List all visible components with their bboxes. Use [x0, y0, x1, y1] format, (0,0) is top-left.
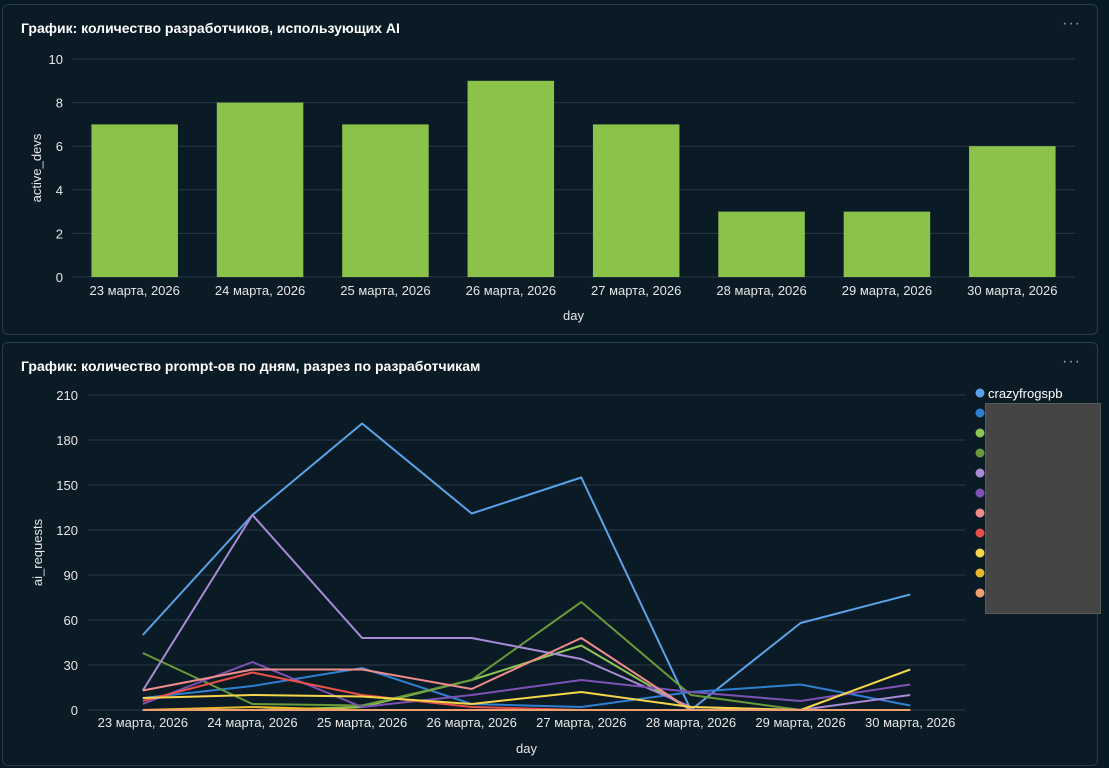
y-tick-label: 210: [56, 388, 78, 403]
x-tick-label: 30 марта, 2026: [865, 715, 955, 730]
x-tick-label: 28 марта, 2026: [716, 283, 806, 298]
y-axis-label: active_devs: [29, 133, 44, 202]
y-tick-label: 120: [56, 523, 78, 538]
x-axis-label: day: [563, 308, 584, 323]
x-tick-label: 29 марта, 2026: [842, 283, 932, 298]
bar-3: [467, 80, 555, 277]
bar-6: [843, 211, 931, 277]
legend-marker-0: [975, 388, 985, 398]
y-tick-label: 150: [56, 478, 78, 493]
y-tick-label: 30: [64, 658, 78, 673]
legend-label: crazyfrogspb: [988, 386, 1062, 401]
x-tick-label: 27 марта, 2026: [536, 715, 626, 730]
x-tick-label: 30 марта, 2026: [967, 283, 1057, 298]
bar-7: [969, 146, 1056, 277]
legend-marker-5: [975, 488, 985, 498]
x-tick-label: 23 марта, 2026: [98, 715, 188, 730]
bar-chart: 0 2 4 6 8 10 23 марта, 2026 24 марта, 2026 25 ма…: [29, 52, 1075, 323]
legend-marker-2: [975, 428, 985, 438]
more-options-button[interactable]: ···: [1062, 15, 1081, 32]
x-tick-label: 26 марта, 2026: [427, 715, 517, 730]
chart-title: График: количество разработчиков, исполь…: [21, 20, 400, 36]
series-line-0: [142, 422, 911, 711]
x-tick-label: 23 марта, 2026: [90, 283, 180, 298]
y-axis-label: ai_requests: [30, 518, 45, 586]
x-axis-label: day: [516, 741, 537, 756]
y-tick-label: 2: [56, 226, 63, 241]
series-line-3: [142, 601, 911, 711]
line-chart: 0 30 60 90 120 150 180 210 23 марта, 2026 24 март…: [30, 386, 1062, 756]
series-line-4: [141, 514, 911, 711]
x-tick-label: 25 марта, 2026: [340, 283, 430, 298]
y-tick-label: 60: [64, 613, 78, 628]
legend-marker-7: [975, 528, 985, 538]
y-tick-label: 90: [64, 568, 78, 583]
more-options-button[interactable]: ···: [1062, 353, 1081, 370]
y-tick-label: 6: [56, 139, 63, 154]
chart-title: График: количество prompt-ов по дням, ра…: [21, 358, 481, 374]
bar-5: [718, 211, 805, 277]
x-tick-label: 28 марта, 2026: [646, 715, 736, 730]
legend-marker-3: [975, 448, 985, 458]
x-tick-label: 26 марта, 2026: [466, 283, 556, 298]
x-tick-label: 24 марта, 2026: [215, 283, 305, 298]
x-tick-label: 27 марта, 2026: [591, 283, 681, 298]
y-tick-label: 4: [56, 183, 63, 198]
bar-1: [216, 102, 304, 277]
y-tick-label: 8: [56, 96, 63, 111]
y-tick-label: 0: [56, 270, 63, 285]
x-tick-label: 25 марта, 2026: [317, 715, 407, 730]
legend-marker-8: [975, 548, 985, 558]
x-tick-label: 24 марта, 2026: [207, 715, 297, 730]
x-tick-label: 29 марта, 2026: [755, 715, 845, 730]
bar-0: [91, 124, 178, 278]
legend-redacted-block: [985, 403, 1101, 614]
bar-2: [342, 124, 429, 278]
bar-4: [592, 124, 680, 278]
legend-marker-10: [975, 588, 985, 598]
legend-marker-9: [975, 568, 985, 578]
y-tick-label: 180: [56, 433, 78, 448]
y-tick-label: 10: [49, 52, 63, 67]
legend-marker-6: [975, 508, 985, 518]
legend-marker-1: [975, 408, 985, 418]
y-tick-label: 0: [71, 703, 78, 718]
legend-marker-4: [975, 468, 985, 478]
series-line-1: [142, 667, 911, 708]
